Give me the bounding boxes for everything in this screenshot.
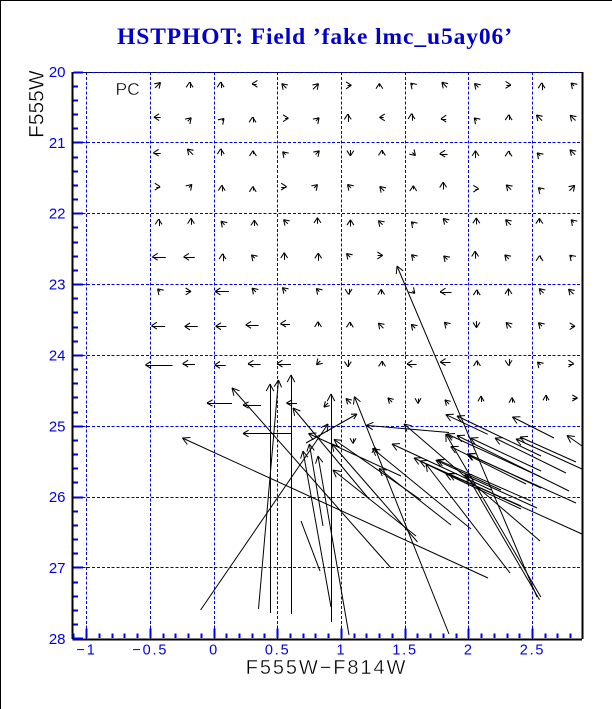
svg-text:20: 20	[49, 64, 66, 81]
svg-text:23: 23	[49, 277, 66, 294]
svg-text:1.5: 1.5	[392, 643, 418, 659]
svg-text:2: 2	[464, 643, 474, 659]
svg-text:2.5: 2.5	[520, 643, 546, 659]
svg-text:F555W: F555W	[26, 70, 49, 138]
svg-text:21: 21	[49, 135, 66, 152]
svg-text:28: 28	[49, 631, 66, 648]
svg-text:27: 27	[49, 560, 66, 577]
svg-text:1: 1	[336, 643, 346, 659]
svg-text:0: 0	[209, 643, 219, 659]
svg-text:22: 22	[49, 206, 66, 223]
svg-text:−1: −1	[77, 643, 97, 659]
svg-text:25: 25	[49, 418, 66, 435]
svg-text:−0.5: −0.5	[132, 643, 168, 659]
svg-text:24: 24	[49, 347, 66, 364]
svg-text:26: 26	[49, 489, 66, 506]
svg-text:PC: PC	[116, 79, 140, 99]
svg-text:F555W−F814W: F555W−F814W	[246, 657, 408, 679]
svg-text:0.5: 0.5	[265, 643, 291, 659]
